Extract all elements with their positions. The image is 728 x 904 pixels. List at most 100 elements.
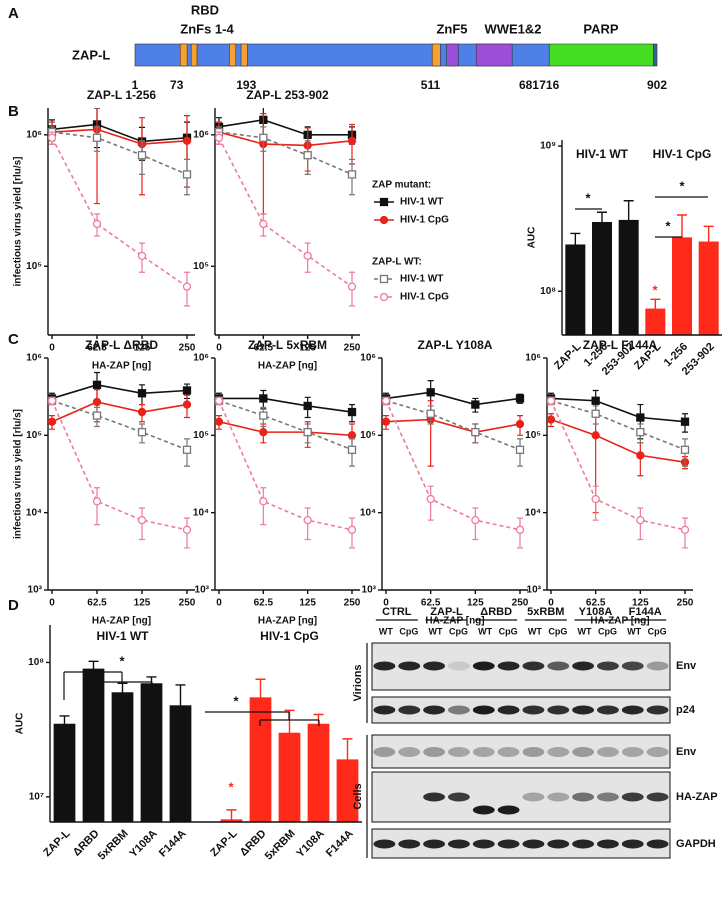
point xyxy=(303,151,312,160)
error-bar xyxy=(117,682,128,703)
x-axis-label: HA-ZAP [ng] xyxy=(258,616,317,627)
legend-marker xyxy=(379,215,389,225)
domain xyxy=(229,43,237,67)
y-tick-label: 10³ xyxy=(527,585,542,596)
point xyxy=(347,170,357,179)
y-axis-label: infectious virus yield [rlu/s] xyxy=(13,409,24,539)
bar xyxy=(592,221,612,335)
lane-group-label: 5xRBM xyxy=(527,606,564,618)
blot-band xyxy=(522,839,545,849)
point xyxy=(92,380,102,389)
lane-label: CpG xyxy=(399,626,418,636)
x-tick-label: 0 xyxy=(49,343,55,354)
series-line xyxy=(51,128,188,145)
blot-band xyxy=(373,839,396,849)
point xyxy=(680,445,690,454)
point xyxy=(546,396,556,405)
blot-band xyxy=(646,747,669,757)
y-tick-label: 10⁴ xyxy=(525,507,541,518)
panel-label: A xyxy=(8,5,19,22)
section-label: Cells xyxy=(352,783,364,809)
domain xyxy=(240,43,248,67)
series-line xyxy=(51,131,188,176)
x-tick-label: 250 xyxy=(179,343,196,354)
blot-band xyxy=(447,747,470,757)
y-tick-label: 10⁵ xyxy=(193,261,209,272)
group-title: HIV-1 CpG xyxy=(260,629,319,643)
series-line xyxy=(550,399,686,451)
significance-star: * xyxy=(233,693,239,708)
x-tick-label: 0 xyxy=(548,598,554,609)
point xyxy=(182,386,192,395)
y-tick-label: 10⁵ xyxy=(26,430,42,441)
point xyxy=(182,136,192,145)
point xyxy=(92,219,102,229)
y-tick-label: 10⁶ xyxy=(26,129,42,140)
x-tick-label: Y108A xyxy=(127,828,159,860)
bar xyxy=(140,683,163,822)
y-tick-label: 10⁵ xyxy=(525,430,541,441)
domain xyxy=(446,43,459,67)
blot-band xyxy=(646,661,669,671)
series-line xyxy=(51,137,188,288)
blot-band xyxy=(472,661,495,671)
lane-label: CpG xyxy=(648,626,667,636)
x-tick-label: 125 xyxy=(632,598,649,609)
point xyxy=(591,494,600,504)
domain-label: PARP xyxy=(583,21,618,36)
blot-row-label: HA-ZAP xyxy=(676,791,718,803)
bar xyxy=(645,308,666,335)
point xyxy=(347,407,357,417)
significance-star: * xyxy=(585,190,591,205)
point xyxy=(471,400,480,409)
point xyxy=(137,407,147,417)
x-tick-label: Y108A xyxy=(294,828,326,860)
plot-area xyxy=(565,200,719,335)
position-label: 681 xyxy=(519,78,539,92)
chart-title: ZAP-L 253-902 xyxy=(246,88,329,102)
point xyxy=(546,415,556,424)
group-title: HIV-1 CpG xyxy=(653,147,712,161)
blot-band xyxy=(522,747,545,757)
legend-label: HIV-1 WT xyxy=(400,197,443,208)
significance-star: * xyxy=(665,218,671,233)
chart-title: ZAP-L 1-256 xyxy=(87,88,156,102)
legend-title: ZAP-L WT: xyxy=(372,257,422,268)
point xyxy=(636,451,645,460)
blot-band xyxy=(447,705,470,715)
position-label: 902 xyxy=(647,78,667,92)
y-tick-label: 10³ xyxy=(195,585,210,596)
series-line xyxy=(219,397,353,413)
error-bar xyxy=(260,487,267,526)
blot-band xyxy=(572,792,595,802)
blot-band xyxy=(596,747,619,757)
point xyxy=(92,133,102,142)
point xyxy=(347,525,357,534)
lane-group-label: ZAP-L xyxy=(430,606,463,618)
x-tick-label: 125 xyxy=(299,343,316,354)
blot-strip xyxy=(371,696,671,724)
point xyxy=(680,417,690,426)
series-line xyxy=(51,401,188,423)
point xyxy=(515,525,525,534)
series-line xyxy=(385,418,521,433)
y-tick-label: 10⁶ xyxy=(193,353,209,364)
lane-label: WT xyxy=(379,626,393,636)
blot-strip xyxy=(371,642,671,691)
y-tick-label: 10⁶ xyxy=(193,129,209,140)
y-axis-label: infectious virus yield [rlu/s] xyxy=(13,156,24,286)
position-label: 511 xyxy=(421,78,441,92)
legend-marker xyxy=(379,274,389,284)
point xyxy=(92,411,102,420)
y-axis-label: AUC xyxy=(15,713,26,735)
point xyxy=(47,396,57,405)
blot-band xyxy=(621,747,644,757)
point xyxy=(182,445,192,454)
error-bar xyxy=(94,487,100,526)
y-tick-label: 10⁹ xyxy=(540,141,556,152)
chart-title: ZAP-L F144A xyxy=(583,338,658,352)
blot-band xyxy=(398,661,421,671)
blot-band xyxy=(447,839,470,849)
error-bar xyxy=(88,660,99,677)
